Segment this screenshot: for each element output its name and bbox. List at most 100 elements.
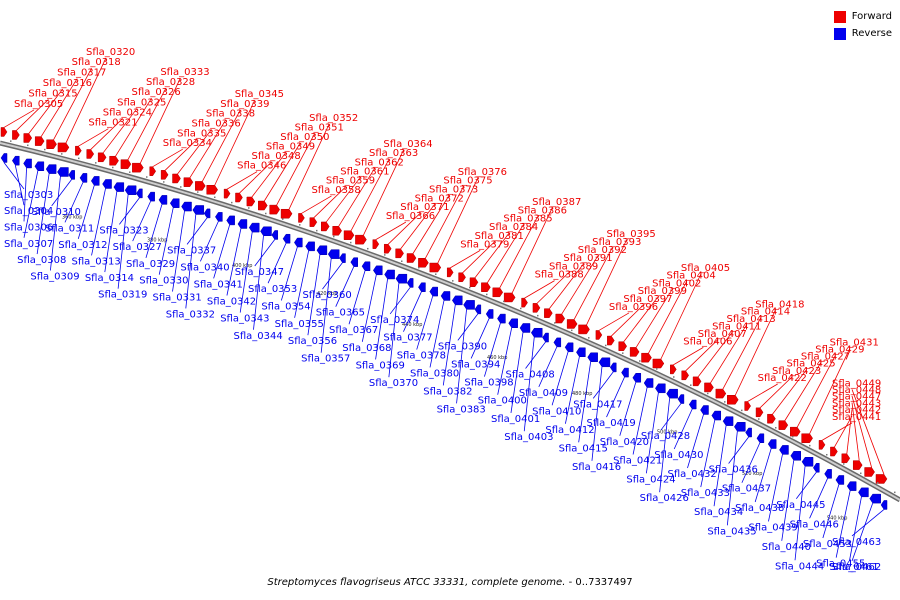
gene-label[interactable]: Sfla_0343 [220,314,269,325]
gene-label[interactable]: Sfla_0360 [302,290,351,301]
gene-arrow[interactable] [169,198,180,208]
gene-arrow[interactable] [824,469,832,479]
gene-label[interactable]: Sfla_0435 [707,526,756,537]
gene-label[interactable]: Sfla_0427 [801,352,850,363]
gene-label[interactable]: Sfla_0402 [652,278,701,289]
gene-arrow[interactable] [332,226,342,236]
gene-arrow[interactable] [609,362,617,373]
gene-label[interactable]: Sfla_0381 [475,231,524,242]
gene-label[interactable]: Sfla_0311 [45,223,94,234]
gene-arrow[interactable] [298,213,305,223]
gene-arrow[interactable] [57,167,69,177]
gene-label[interactable]: Sfla_0461 [829,562,878,573]
gene-label[interactable]: Sfla_0354 [261,302,310,313]
gene-arrow[interactable] [260,226,272,237]
gene-arrow[interactable] [652,358,665,369]
gene-arrow[interactable] [294,237,303,248]
gene-arrow[interactable] [34,161,45,172]
gene-arrow[interactable] [864,467,875,477]
gene-arrow[interactable] [700,405,709,415]
gene-label[interactable]: Sfla_0337 [167,245,216,256]
gene-label[interactable]: Sfla_0309 [30,271,79,282]
gene-label[interactable]: Sfla_0453 [803,539,852,550]
gene-arrow[interactable] [711,410,722,421]
gene-label[interactable]: Sfla_0413 [726,314,775,325]
gene-arrow[interactable] [846,481,857,491]
gene-arrow[interactable] [321,221,330,232]
gene-arrow[interactable] [519,323,531,333]
gene-arrow[interactable] [280,208,293,219]
gene-label[interactable]: Sfla_0368 [342,343,391,354]
gene-arrow[interactable] [316,245,328,255]
gene-label[interactable]: Sfla_0334 [163,138,212,149]
gene-label[interactable]: Sfla_0324 [103,107,152,118]
gene-arrow[interactable] [801,457,814,467]
gene-arrow[interactable] [429,286,438,297]
gene-arrow[interactable] [566,319,578,329]
gene-label[interactable]: Sfla_0347 [235,267,284,278]
gene-label[interactable]: Sfla_0420 [600,437,649,448]
gene-label[interactable]: Sfla_0362 [355,157,404,168]
gene-label[interactable]: Sfla_0400 [478,396,527,407]
gene-label[interactable]: Sfla_0375 [443,176,492,187]
gene-arrow[interactable] [632,373,642,383]
gene-arrow[interactable] [621,367,629,378]
gene-label[interactable]: Sfla_0330 [139,276,188,287]
gene-arrow[interactable] [206,184,219,195]
gene-label[interactable]: Sfla_0408 [506,370,555,381]
gene-arrow[interactable] [192,205,205,215]
gene-arrow[interactable] [880,500,888,510]
gene-arrow[interactable] [384,269,395,280]
gene-label[interactable]: Sfla_0393 [592,237,641,248]
gene-label[interactable]: Sfla_0431 [830,338,879,349]
gene-arrow[interactable] [818,440,826,450]
gene-label[interactable]: Sfla_0385 [503,214,552,225]
gene-arrow[interactable] [564,342,574,353]
gene-label[interactable]: Sfla_0317 [57,68,106,79]
gene-label[interactable]: Sfla_0387 [532,197,581,208]
gene-label[interactable]: Sfla_0399 [638,286,687,297]
gene-arrow[interactable] [158,195,168,205]
gene-arrow[interactable] [474,304,482,315]
gene-label[interactable]: Sfla_0333 [160,67,209,78]
gene-arrow[interactable] [677,394,685,404]
gene-label[interactable]: Sfla_0380 [410,368,459,379]
gene-label[interactable]: Sfla_0374 [370,315,419,326]
gene-arrow[interactable] [727,395,739,405]
gene-label[interactable]: Sfla_0338 [206,109,255,120]
gene-arrow[interactable] [469,277,479,287]
gene-label[interactable]: Sfla_0382 [423,386,472,397]
gene-label[interactable]: Sfla_0444 [775,561,824,572]
gene-label[interactable]: Sfla_0364 [383,139,432,150]
gene-arrow[interactable] [830,446,838,457]
gene-label[interactable]: Sfla_0307 [4,239,53,250]
gene-label[interactable]: Sfla_0318 [72,57,121,68]
gene-label[interactable]: Sfla_0359 [326,176,375,187]
gene-label[interactable]: Sfla_0429 [815,345,864,356]
gene-label[interactable]: Sfla_0308 [17,255,66,266]
gene-label[interactable]: Sfla_0414 [741,307,790,318]
gene-label[interactable]: Sfla_0336 [192,118,241,129]
gene-label[interactable]: Sfla_0442 [832,405,881,416]
gene-label[interactable]: Sfla_0326 [132,87,181,98]
gene-arrow[interactable] [34,136,45,146]
gene-label[interactable]: Sfla_0449 [832,378,881,389]
gene-label[interactable]: Sfla_0304 [4,206,53,217]
gene-label[interactable]: Sfla_0312 [58,240,107,251]
gene-label[interactable]: Sfla_0395 [607,229,656,240]
gene-arrow[interactable] [57,142,70,153]
gene-label[interactable]: Sfla_0321 [88,118,137,129]
gene-arrow[interactable] [23,133,33,143]
gene-label[interactable]: Sfla_0348 [251,151,300,162]
gene-label[interactable]: Sfla_0339 [220,99,269,110]
gene-label[interactable]: Sfla_0405 [681,263,730,274]
gene-arrow[interactable] [756,433,765,443]
gene-label[interactable]: Sfla_0437 [722,484,771,495]
gene-arrow[interactable] [373,265,383,276]
gene-label[interactable]: Sfla_0346 [237,161,286,172]
gene-arrow[interactable] [258,200,268,211]
gene-arrow[interactable] [203,208,211,219]
gene-arrow[interactable] [183,177,194,187]
gene-arrow[interactable] [485,309,494,319]
gene-label[interactable]: Sfla_0377 [383,333,432,344]
